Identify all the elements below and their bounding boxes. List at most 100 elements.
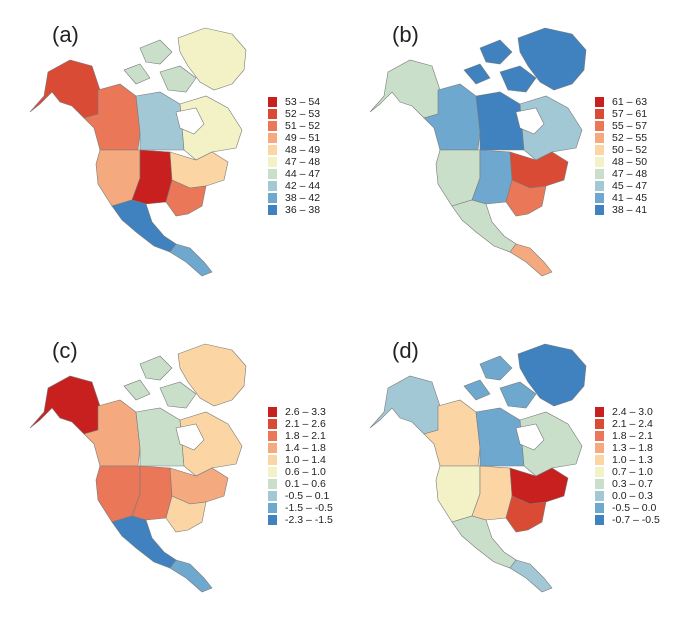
legend-label: 1.4 – 1.8 <box>285 442 326 454</box>
legend-label: 36 – 38 <box>285 204 321 216</box>
legend-swatch <box>268 97 277 107</box>
legend-label: 49 – 51 <box>285 132 321 144</box>
region-canada-c <box>135 407 185 467</box>
legend-swatch <box>595 97 604 107</box>
legend-swatch <box>595 515 604 525</box>
hudson-bay <box>175 107 205 135</box>
legend-item: 53 – 54 <box>268 96 320 108</box>
legend-swatch <box>268 145 277 155</box>
legend-label: 41 – 45 <box>612 192 648 204</box>
legend-label: 0.6 – 1.0 <box>285 466 326 478</box>
region-central <box>509 559 553 593</box>
legend-swatch <box>268 467 277 477</box>
legend-label: 42 – 44 <box>285 180 321 192</box>
legend-item: 55 – 57 <box>595 120 647 132</box>
legend-item: 1.8 – 2.1 <box>268 430 333 442</box>
legend-item: 36 – 38 <box>268 204 320 216</box>
legend-label: 44 – 47 <box>285 168 321 180</box>
legend-item: 48 – 49 <box>268 144 320 156</box>
region-greenland <box>177 27 247 91</box>
legend-item: 0.3 – 0.7 <box>595 478 660 490</box>
legend-swatch <box>595 133 604 143</box>
legend-swatch <box>268 121 277 131</box>
legend-item: 1.4 – 1.8 <box>268 442 333 454</box>
legend-swatch <box>268 407 277 417</box>
legend-label: 55 – 57 <box>612 120 648 132</box>
legend-label: 38 – 42 <box>285 192 321 204</box>
legend-swatch <box>268 419 277 429</box>
legend-label: 0.3 – 0.7 <box>612 478 653 490</box>
legend-label: 52 – 55 <box>612 132 648 144</box>
legend-swatch <box>595 145 604 155</box>
legend-item: 38 – 42 <box>268 192 320 204</box>
legend-swatch <box>268 479 277 489</box>
region-canada-c <box>475 407 525 467</box>
legend-swatch <box>595 419 604 429</box>
legend-label: 53 – 54 <box>285 96 321 108</box>
region-arctic <box>123 355 197 409</box>
legend-item: 61 – 63 <box>595 96 647 108</box>
legend-item: 1.0 – 1.4 <box>268 454 333 466</box>
legend-item: 57 – 61 <box>595 108 647 120</box>
legend-label: 1.0 – 1.4 <box>285 454 326 466</box>
legend-swatch <box>595 503 604 513</box>
north-america-map <box>369 343 587 593</box>
panel-a: (a) 53 – 54 52 – 53 51 – 52 49 – 51 48 – 49 4… <box>0 0 350 316</box>
legend-swatch <box>595 109 604 119</box>
region-canada-c <box>475 91 525 151</box>
legend-swatch <box>268 443 277 453</box>
legend-swatch <box>595 491 604 501</box>
legend-label: 38 – 41 <box>612 204 648 216</box>
legend-swatch <box>595 479 604 489</box>
legend-label: 48 – 49 <box>285 144 321 156</box>
legend-swatch <box>268 133 277 143</box>
hudson-bay <box>515 107 545 135</box>
legend-swatch <box>268 157 277 167</box>
legend-label: 1.8 – 2.1 <box>285 430 326 442</box>
legend-swatch <box>595 181 604 191</box>
legend-item: 1.8 – 2.1 <box>595 430 660 442</box>
region-central <box>509 243 553 277</box>
legend-item: 47 – 48 <box>595 168 647 180</box>
legend-swatch <box>268 169 277 179</box>
legend-label: 1.3 – 1.8 <box>612 442 653 454</box>
panel-d: (d) 2.4 – 3.0 2.1 – 2.4 1.8 – 2.1 1.3 – 1.8… <box>340 316 690 632</box>
legend-swatch <box>595 467 604 477</box>
region-greenland <box>517 343 587 407</box>
region-mexico <box>451 199 517 253</box>
legend-item: 50 – 52 <box>595 144 647 156</box>
legend-item: 48 – 50 <box>595 156 647 168</box>
region-us-se <box>505 179 547 217</box>
region-alaska <box>29 375 101 435</box>
region-us-se <box>165 179 207 217</box>
region-alaska <box>29 59 101 119</box>
legend-label: 61 – 63 <box>612 96 648 108</box>
hudson-bay <box>175 423 205 451</box>
region-arctic <box>463 39 537 93</box>
region-mexico <box>111 515 177 569</box>
legend-item: 51 – 52 <box>268 120 320 132</box>
legend-swatch <box>268 431 277 441</box>
legend: 53 – 54 52 – 53 51 – 52 49 – 51 48 – 49 47 – … <box>268 96 320 216</box>
region-alaska <box>369 59 441 119</box>
legend-swatch <box>595 407 604 417</box>
legend-item: 1.0 – 1.3 <box>595 454 660 466</box>
legend-swatch <box>595 455 604 465</box>
legend-label: 51 – 52 <box>285 120 321 132</box>
legend-label: 2.1 – 2.6 <box>285 418 326 430</box>
legend-label: 50 – 52 <box>612 144 648 156</box>
region-arctic <box>463 355 537 409</box>
north-america-map <box>29 343 247 593</box>
region-arctic <box>123 39 197 93</box>
legend-label: 0.0 – 0.3 <box>612 490 653 502</box>
legend-item: 0.0 – 0.3 <box>595 490 660 502</box>
legend-label: 52 – 53 <box>285 108 321 120</box>
legend-label: -0.5 – 0.0 <box>612 502 657 514</box>
legend-item: 0.6 – 1.0 <box>268 466 333 478</box>
legend-item: 1.3 – 1.8 <box>595 442 660 454</box>
legend-item: -2.3 – -1.5 <box>268 514 333 526</box>
legend-label: 2.4 – 3.0 <box>612 406 653 418</box>
legend-swatch <box>268 455 277 465</box>
legend-swatch <box>595 121 604 131</box>
legend-swatch <box>595 443 604 453</box>
